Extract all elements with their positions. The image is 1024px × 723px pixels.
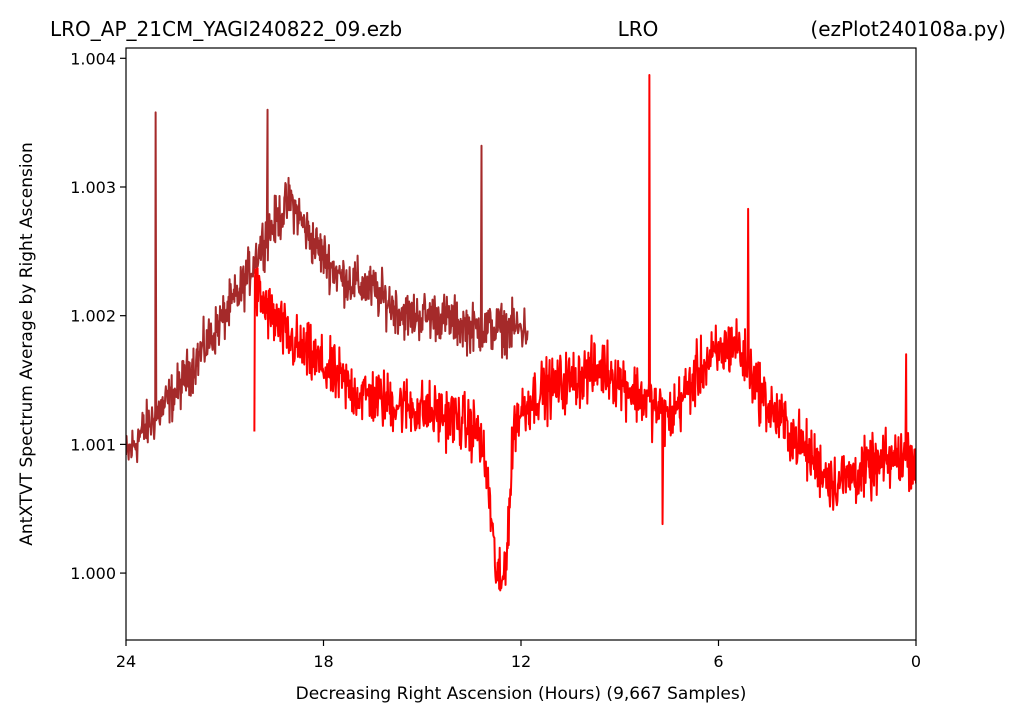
x-axis-ticks: 24 18 12 6 0: [116, 640, 921, 671]
y-axis-label: AntXTVT Spectrum Average by Right Ascens…: [17, 142, 37, 545]
title-script: (ezPlot240108a.py): [810, 17, 1006, 41]
series-line-2: [253, 74, 916, 592]
title-site: LRO: [618, 17, 659, 41]
y-tick-label: 1.004: [70, 49, 116, 68]
title-filename: LRO_AP_21CM_YAGI240822_09.ezb: [50, 17, 402, 41]
x-tick-label: 0: [911, 652, 921, 671]
x-tick-label: 12: [511, 652, 531, 671]
x-tick-label: 6: [713, 652, 723, 671]
y-tick-label: 1.000: [70, 564, 116, 583]
y-tick-label: 1.003: [70, 178, 116, 197]
x-tick-label: 18: [313, 652, 333, 671]
series-line-1: [126, 108, 529, 464]
y-axis-ticks: 1.000 1.001 1.002 1.003 1.004: [70, 49, 126, 583]
x-axis-label: Decreasing Right Ascension (Hours) (9,66…: [296, 684, 747, 704]
series-layer: [126, 74, 916, 592]
plot-frame: [125, 47, 917, 641]
y-tick-label: 1.002: [70, 307, 116, 326]
x-tick-label: 24: [116, 652, 136, 671]
y-tick-label: 1.001: [70, 435, 116, 454]
